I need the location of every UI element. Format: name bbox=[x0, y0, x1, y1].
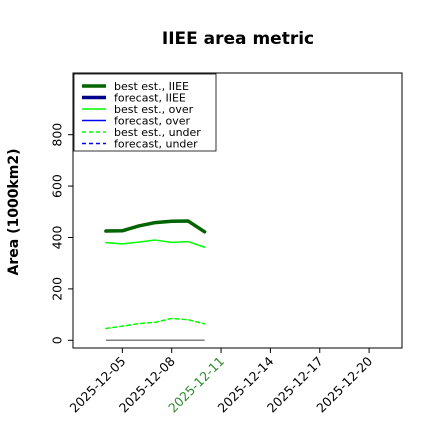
legend-label: best est., IIEE bbox=[114, 80, 189, 93]
legend-label: forecast, under bbox=[114, 138, 198, 151]
legend-label: best est., over bbox=[114, 103, 194, 116]
y-axis-label: Area (1000km2) bbox=[6, 149, 22, 276]
legend-label: forecast, IIEE bbox=[114, 92, 186, 105]
y-tick-label: 200 bbox=[50, 277, 65, 301]
legend-label: best est., under bbox=[114, 126, 201, 139]
y-axis-ticks: 0 200 400 600 800 bbox=[50, 123, 73, 344]
x-axis-ticks: 2025-12-052025-12-082025-12-112025-12-14… bbox=[66, 348, 375, 415]
series-line bbox=[105, 317, 206, 330]
series-line bbox=[104, 219, 207, 234]
y-tick-label: 400 bbox=[50, 226, 65, 250]
y-tick-label: 800 bbox=[50, 123, 65, 147]
series-line bbox=[105, 239, 206, 249]
series-layer bbox=[104, 219, 207, 342]
legend-label: forecast, over bbox=[114, 115, 190, 128]
y-tick-label: 0 bbox=[50, 336, 65, 344]
plot-frame bbox=[72, 72, 403, 349]
y-tick-label: 600 bbox=[50, 174, 65, 198]
chart-title: IIEE area metric bbox=[162, 29, 314, 49]
